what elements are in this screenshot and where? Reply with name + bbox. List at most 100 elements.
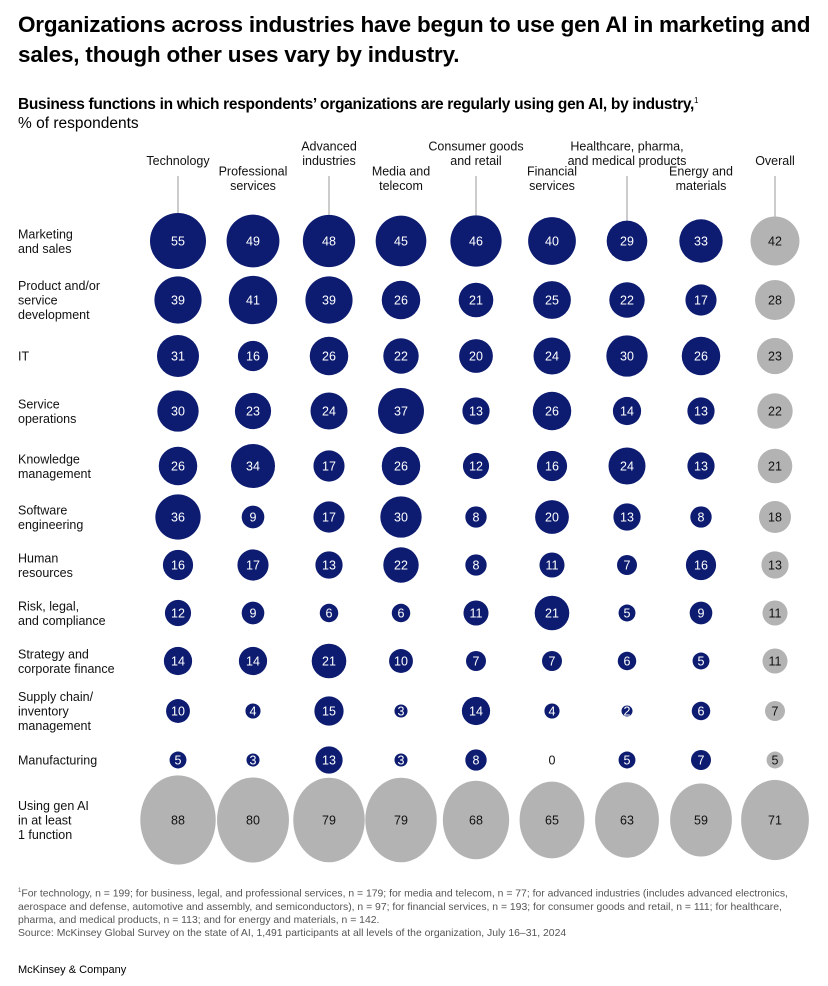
bubble-value-label: 5	[772, 754, 779, 768]
overall-bubble	[757, 393, 793, 429]
row-label-line: management	[18, 467, 91, 481]
bubble-value-label: 36	[171, 511, 185, 525]
bubble-value-label: 13	[469, 405, 483, 419]
industry-bubble	[535, 500, 569, 534]
row-label-line: IT	[18, 350, 29, 364]
industry-bubble	[533, 337, 571, 375]
total-value-label: 80	[246, 814, 260, 828]
overall-bubble	[758, 500, 792, 534]
bubble-value-label: 6	[698, 705, 705, 719]
industry-bubble	[391, 603, 411, 623]
bubble-value-label: 26	[394, 460, 408, 474]
row-label: Manufacturing	[18, 754, 97, 768]
row-label: Risk, legal, and compliance	[18, 599, 106, 628]
bubble-value-label: 0	[549, 754, 556, 768]
industry-bubble	[302, 214, 356, 268]
column-label-line: Healthcare, pharma,	[570, 140, 683, 154]
row-label-line: Marketing	[18, 227, 73, 241]
bubble-value-label: 23	[768, 350, 782, 364]
industry-bubble	[245, 703, 261, 719]
industry-bubble	[544, 703, 560, 719]
industry-bubble	[381, 446, 421, 486]
chart-units: % of respondents	[18, 115, 139, 132]
industry-bubble	[536, 450, 568, 482]
industry-bubble	[458, 282, 494, 318]
row-label: Human resources	[18, 551, 73, 580]
overall-bubble	[755, 280, 795, 320]
row-label-line: Manufacturing	[18, 754, 97, 768]
bubble-value-label: 20	[469, 350, 483, 364]
industry-bubble	[681, 336, 721, 376]
bubble-value-label: 55	[171, 235, 185, 249]
footnote-source: Source: McKinsey Global Survey on the st…	[18, 928, 567, 940]
overall-bubble	[766, 751, 784, 769]
column-label-line: telecom	[379, 179, 423, 193]
industry-bubble	[617, 651, 637, 671]
bubble-value-label: 46	[469, 235, 483, 249]
bubble-value-label: 3	[250, 754, 257, 768]
row-label: IT	[18, 350, 29, 364]
bubble-value-label: 5	[698, 655, 705, 669]
column-label: Advanced industries	[301, 140, 357, 169]
row-label-line: and sales	[18, 242, 72, 256]
bubble-value-label: 5	[624, 607, 631, 621]
column-label-line: Energy and	[669, 165, 733, 179]
bubble-value-label: 9	[250, 607, 257, 621]
industry-bubble	[241, 601, 265, 625]
total-bubble	[670, 783, 732, 857]
bubble-value-label: 11	[769, 607, 782, 621]
industry-bubble	[228, 275, 278, 325]
industry-bubble	[621, 705, 633, 717]
bubble-value-label: 48	[322, 235, 336, 249]
bubble-value-label: 21	[768, 460, 782, 474]
total-bubble	[595, 782, 659, 858]
bubble-value-label: 4	[250, 705, 257, 719]
overall-bubble	[757, 448, 793, 484]
column-label-line: and medical products	[568, 154, 687, 168]
bubble-value-label: 10	[171, 705, 185, 719]
row-label-line: corporate finance	[18, 662, 115, 676]
bubble-value-label: 3	[398, 754, 405, 768]
bubble-value-label: 37	[394, 405, 408, 419]
footnote-marker: 1	[694, 96, 699, 105]
column-label-line: Financial	[527, 165, 577, 179]
bubble-value-label: 24	[620, 460, 634, 474]
industry-bubble	[691, 701, 711, 721]
industry-bubble	[314, 696, 344, 726]
industry-bubble	[462, 452, 490, 480]
overall-bubble	[761, 551, 789, 579]
row-label-line: Software	[18, 503, 67, 517]
bubble-value-label: 5	[175, 754, 182, 768]
industry-bubble	[311, 643, 347, 679]
industry-bubble	[606, 220, 648, 262]
bubble-value-label: 16	[545, 460, 559, 474]
industry-bubble	[612, 396, 642, 426]
bubble-value-label: 8	[473, 754, 480, 768]
column-label-line: Media and	[372, 165, 430, 179]
industry-bubble	[313, 501, 345, 533]
row-label-line: Service	[18, 397, 60, 411]
industry-bubble	[230, 443, 276, 489]
bubble-value-label: 9	[250, 511, 257, 525]
industry-bubble	[169, 751, 187, 769]
bubble-value-label: 4	[549, 705, 556, 719]
bubble-value-label: 18	[768, 511, 782, 525]
bubble-value-label: 24	[322, 405, 336, 419]
industry-bubble	[166, 699, 190, 723]
industry-bubble	[533, 281, 571, 319]
industry-bubble	[241, 505, 265, 529]
industry-bubble	[679, 219, 723, 263]
column-label-line: Professional	[219, 165, 288, 179]
industry-bubble	[313, 450, 345, 482]
row-label: Marketing and sales	[18, 227, 73, 256]
bubble-value-label: 11	[470, 607, 483, 621]
bubble-value-label: 14	[246, 655, 260, 669]
bubble-value-label: 7	[698, 754, 705, 768]
column-label-line: industries	[302, 154, 356, 168]
industry-bubble	[389, 649, 413, 673]
bubble-value-label: 13	[694, 460, 708, 474]
bubble-value-label: 14	[171, 655, 185, 669]
bubble-value-label: 22	[620, 294, 634, 308]
